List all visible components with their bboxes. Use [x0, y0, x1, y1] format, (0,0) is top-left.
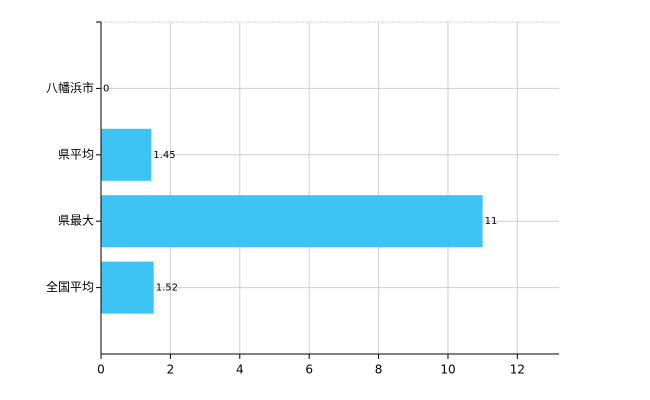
value-label: 1.45: [153, 150, 175, 161]
y-tick-label: 県最大: [58, 214, 94, 228]
x-tick-label: 2: [167, 363, 175, 377]
value-label: 1.52: [156, 283, 178, 294]
y-tick-label: 県平均: [58, 147, 94, 161]
x-tick-label: 8: [375, 363, 383, 377]
x-tick-label: 0: [97, 363, 105, 377]
bar: [101, 261, 154, 314]
x-tick-label: 12: [510, 363, 525, 377]
x-tick-label: 6: [305, 363, 313, 377]
x-tick-label: 10: [440, 363, 455, 377]
bar: [101, 195, 483, 248]
x-tick-label: 4: [236, 363, 244, 377]
bar: [101, 128, 152, 181]
value-label: 11: [485, 216, 498, 227]
value-label: 0: [103, 83, 109, 94]
y-tick-label: 全国平均: [46, 279, 94, 294]
y-tick-label: 八幡浜市: [46, 80, 94, 95]
